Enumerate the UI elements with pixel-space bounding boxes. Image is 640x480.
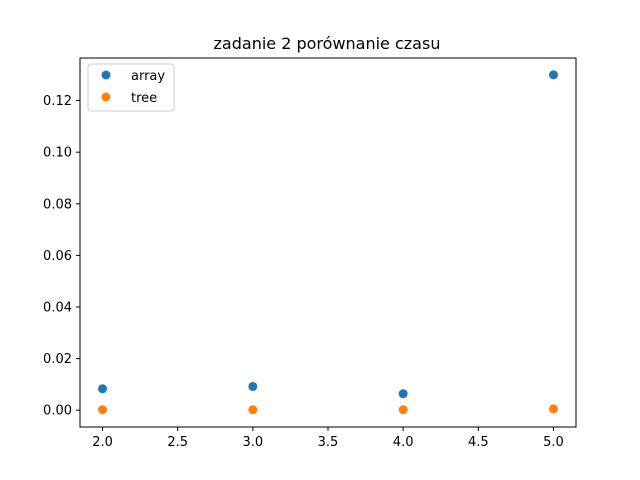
data-points	[98, 70, 558, 415]
plot-area	[79, 57, 577, 428]
x-tick-label: 3.0	[243, 435, 264, 450]
data-point-tree	[398, 405, 408, 415]
x-tick-label: 5.0	[543, 435, 564, 450]
data-point-array	[548, 70, 558, 80]
data-point-tree	[248, 405, 258, 415]
legend-marker-array	[101, 70, 111, 80]
y-tick-label: 0.00	[43, 404, 72, 419]
y-tick-label: 0.12	[43, 94, 72, 109]
chart-title: zadanie 2 porównanie czasu	[214, 34, 441, 53]
data-point-array	[248, 381, 258, 391]
x-axis: 2.0 2.5 3.0 3.5 4.0 4.5 5.0	[92, 427, 564, 450]
x-tick-label: 2.0	[92, 435, 113, 450]
legend-label-tree: tree	[131, 91, 157, 106]
y-tick-label: 0.08	[43, 197, 72, 212]
data-point-array	[98, 384, 108, 394]
legend: array tree	[87, 63, 175, 112]
legend-marker-tree	[101, 92, 111, 102]
data-point-tree	[98, 405, 108, 415]
data-point-tree	[548, 404, 558, 414]
x-tick-label: 3.5	[318, 435, 339, 450]
y-axis: 0.00 0.02 0.04 0.06 0.08 0.10 0.12	[43, 94, 80, 419]
y-tick-label: 0.02	[43, 352, 72, 367]
data-point-array	[398, 389, 408, 399]
y-tick-label: 0.10	[43, 146, 72, 161]
x-tick-label: 2.5	[167, 435, 188, 450]
legend-label-array: array	[131, 69, 165, 84]
x-tick-label: 4.0	[393, 435, 414, 450]
y-tick-label: 0.06	[43, 249, 72, 264]
y-tick-label: 0.04	[43, 301, 72, 316]
x-tick-label: 4.5	[468, 435, 489, 450]
